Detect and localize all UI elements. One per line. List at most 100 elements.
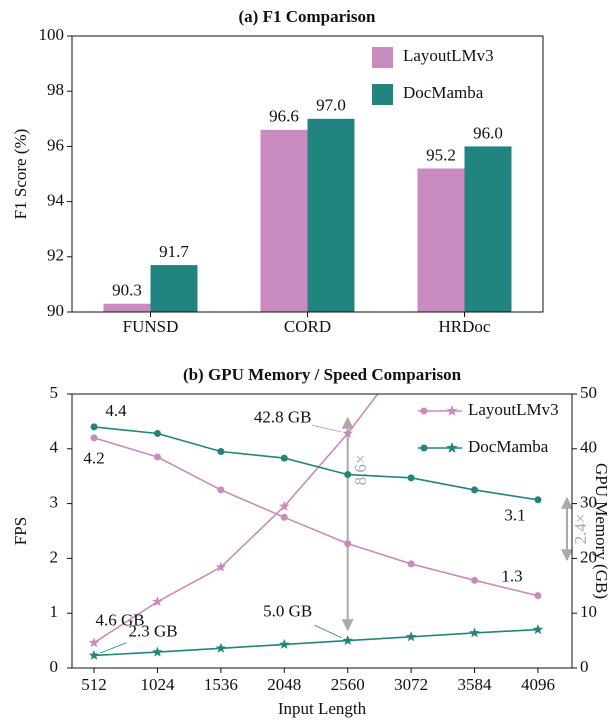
- annotation: 2.4×: [571, 514, 590, 545]
- label-leader: [314, 624, 342, 639]
- bar: [103, 303, 151, 312]
- data-label: 90.3: [112, 281, 142, 300]
- legend-marker: [446, 442, 458, 453]
- point: [217, 448, 225, 456]
- data-label: 4.4: [105, 401, 127, 420]
- data-label: 4.6 GB: [95, 611, 144, 630]
- bar: [260, 129, 308, 312]
- x-tick-label: HRDoc: [439, 317, 491, 336]
- point: [280, 454, 288, 462]
- y2-tick-label: 40: [580, 438, 597, 457]
- data-label: 3.1: [504, 506, 525, 525]
- series-line: [93, 394, 379, 644]
- y2-tick-label: 0: [580, 657, 589, 676]
- point: [342, 428, 353, 438]
- point: [280, 513, 288, 521]
- y2-axis-label: GPU Memory (GB): [592, 463, 611, 599]
- y-tick-label: 2: [50, 547, 59, 566]
- data-label: 95.2: [426, 145, 456, 164]
- y-tick-label: 94: [47, 191, 65, 210]
- y2-tick-label: 50: [580, 383, 597, 402]
- data-label: 91.7: [159, 242, 189, 261]
- point: [90, 423, 98, 431]
- point: [88, 649, 100, 660]
- point: [88, 637, 100, 648]
- legend-swatch: [372, 84, 393, 105]
- point: [152, 646, 163, 657]
- data-label: 96.6: [269, 107, 299, 126]
- data-label: 2.3 GB: [128, 621, 177, 640]
- x-tick-label: 512: [81, 675, 107, 694]
- point: [532, 624, 544, 635]
- legend-swatch: [372, 47, 393, 68]
- y2-tick-label: 10: [580, 602, 597, 621]
- legend-marker: [420, 444, 428, 452]
- point: [471, 486, 479, 494]
- label-leader: [99, 642, 127, 654]
- y2-tick-label: 20: [580, 547, 597, 566]
- point: [217, 486, 225, 494]
- y-tick-label: 100: [39, 25, 65, 44]
- x-tick-label: 3072: [394, 675, 428, 694]
- point: [407, 474, 415, 482]
- y-tick-label: 3: [50, 493, 59, 512]
- x-tick-label: CORD: [284, 317, 331, 336]
- point: [90, 434, 98, 442]
- point: [342, 635, 353, 645]
- chart-title: (a) F1 Comparison: [239, 7, 376, 26]
- point: [153, 453, 161, 461]
- x-tick-label: 1536: [204, 675, 238, 694]
- point: [406, 345, 416, 355]
- y-tick-label: 92: [47, 246, 64, 265]
- data-label: 97.0: [316, 96, 346, 115]
- data-label: 4.2: [83, 449, 104, 468]
- label-leader: [311, 424, 342, 433]
- plot-frame: [71, 35, 544, 313]
- x-tick-label: 4096: [521, 675, 555, 694]
- legend-label: LayoutLMv3: [468, 400, 559, 419]
- point: [344, 540, 352, 548]
- point: [215, 561, 227, 572]
- chart-title: (b) GPU Memory / Speed Comparison: [183, 365, 462, 384]
- y-tick-label: 1: [50, 602, 59, 621]
- series-line: [93, 628, 538, 657]
- y-tick-label: 96: [47, 135, 64, 154]
- x-tick-label: 1024: [140, 675, 175, 694]
- bar: [417, 168, 465, 312]
- y-tick-label: 90: [47, 301, 64, 320]
- point: [405, 631, 417, 642]
- point: [534, 592, 542, 600]
- point: [152, 596, 163, 607]
- series-line: [93, 437, 539, 597]
- point: [534, 496, 542, 504]
- legend-marker: [420, 407, 428, 415]
- point: [471, 576, 479, 584]
- y-tick-label: 4: [50, 438, 59, 457]
- data-label: 5.0 GB: [263, 602, 312, 621]
- data-label: 1.3: [501, 567, 522, 586]
- legend-label: DocMamba: [403, 83, 484, 102]
- bar: [307, 118, 355, 312]
- series-line: [93, 426, 539, 501]
- data-label: 42.8 GB: [254, 407, 312, 426]
- data-label: 96.0: [473, 123, 503, 142]
- legend-marker: [446, 405, 458, 416]
- x-tick-label: 2560: [331, 675, 365, 694]
- plot-area: [88, 345, 544, 660]
- legend-label: LayoutLMv3: [403, 46, 494, 65]
- point: [279, 500, 290, 511]
- y-axis-label: F1 Score (%): [11, 129, 30, 220]
- legend-label: DocMamba: [468, 437, 549, 456]
- point: [215, 642, 227, 653]
- y-tick-label: 0: [50, 657, 59, 676]
- bar: [150, 265, 198, 312]
- annotation: 8.6×: [351, 455, 370, 486]
- point: [153, 429, 161, 437]
- y-axis-label: FPS: [11, 517, 30, 545]
- bar: [464, 146, 512, 312]
- x-tick-label: 3584: [458, 675, 493, 694]
- x-axis-label: Input Length: [278, 699, 367, 718]
- point: [407, 560, 415, 568]
